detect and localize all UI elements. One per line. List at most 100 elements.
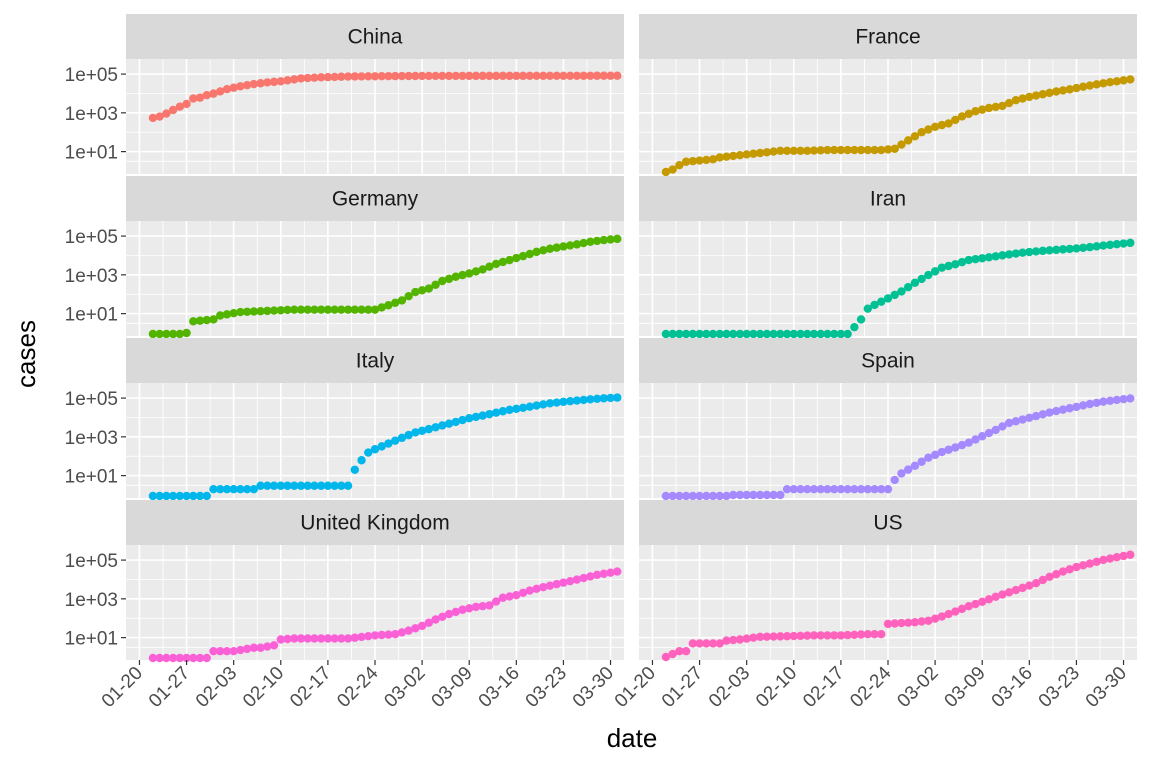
data-point bbox=[944, 261, 953, 271]
data-point bbox=[276, 77, 285, 86]
x-axis-title: date bbox=[607, 723, 658, 753]
data-point bbox=[316, 634, 326, 643]
data-point bbox=[850, 484, 859, 494]
facet-spain: Spain bbox=[639, 338, 1137, 501]
facet-france: France bbox=[639, 14, 1137, 177]
data-point bbox=[1085, 559, 1095, 568]
data-point bbox=[957, 440, 967, 450]
data-point bbox=[202, 491, 211, 501]
data-points bbox=[661, 75, 1135, 177]
data-point bbox=[236, 307, 245, 317]
y-tick-label: 1e+03 bbox=[65, 104, 118, 125]
x-tick-label: 01-20 bbox=[611, 663, 660, 712]
data-point bbox=[877, 297, 886, 306]
data-point bbox=[688, 639, 698, 648]
y-tick-label: 1e+03 bbox=[65, 590, 118, 611]
data-point bbox=[209, 315, 218, 324]
facet-strip-label: Italy bbox=[356, 350, 395, 373]
data-point bbox=[776, 490, 785, 500]
data-point bbox=[606, 235, 615, 244]
data-point bbox=[1018, 94, 1027, 103]
data-point bbox=[870, 300, 879, 310]
data-point bbox=[762, 632, 772, 641]
data-point bbox=[397, 433, 407, 443]
facet-iran: Iran bbox=[639, 176, 1137, 339]
data-point bbox=[613, 393, 622, 402]
data-point bbox=[290, 634, 299, 643]
data-point bbox=[505, 255, 514, 265]
data-point bbox=[964, 255, 973, 265]
data-point bbox=[256, 306, 265, 316]
data-point bbox=[586, 71, 595, 80]
data-point bbox=[890, 144, 899, 153]
data-point bbox=[742, 490, 751, 500]
data-point bbox=[222, 310, 232, 319]
data-point bbox=[337, 305, 346, 314]
data-point bbox=[809, 484, 819, 494]
x-tick-label: 02-17 bbox=[799, 663, 848, 712]
data-point bbox=[688, 329, 698, 339]
data-point bbox=[1025, 92, 1034, 102]
data-point bbox=[552, 243, 561, 252]
data-point bbox=[539, 71, 548, 81]
facet-strip-label: China bbox=[348, 26, 403, 49]
data-point bbox=[310, 634, 319, 643]
data-point bbox=[182, 328, 191, 338]
data-point bbox=[702, 491, 711, 501]
data-point bbox=[444, 71, 454, 81]
data-point bbox=[897, 618, 906, 628]
data-point bbox=[951, 607, 960, 616]
data-point bbox=[1119, 551, 1128, 561]
data-point bbox=[357, 632, 366, 642]
data-points bbox=[148, 71, 622, 123]
data-point bbox=[722, 491, 731, 501]
data-point bbox=[465, 413, 474, 423]
data-point bbox=[1052, 406, 1061, 416]
data-point bbox=[991, 592, 1000, 601]
data-point bbox=[256, 79, 265, 88]
data-point bbox=[202, 90, 211, 100]
data-point bbox=[735, 150, 745, 160]
data-point bbox=[937, 263, 947, 272]
data-point bbox=[397, 628, 407, 637]
data-point bbox=[870, 484, 879, 494]
data-point bbox=[424, 424, 434, 434]
data-point bbox=[337, 634, 346, 643]
facet-united-kingdom: United Kingdom 1e+01 1e+03 1e+05 bbox=[65, 500, 624, 663]
data-point bbox=[357, 456, 366, 465]
facet-strip-label: United Kingdom bbox=[300, 512, 449, 535]
facet-strip bbox=[639, 14, 1137, 59]
x-tick-label: 01-20 bbox=[98, 663, 147, 712]
data-point bbox=[836, 329, 846, 339]
facet-strip-label: Germany bbox=[332, 188, 419, 211]
data-point bbox=[343, 72, 353, 81]
data-point bbox=[910, 278, 920, 288]
data-point bbox=[924, 125, 933, 134]
data-point bbox=[330, 72, 339, 82]
data-point bbox=[350, 633, 360, 642]
data-point bbox=[559, 71, 568, 81]
data-point bbox=[883, 484, 893, 494]
data-point bbox=[789, 329, 798, 339]
data-point bbox=[836, 631, 846, 640]
data-point bbox=[162, 109, 171, 118]
data-point bbox=[606, 393, 615, 403]
data-point bbox=[863, 145, 873, 155]
data-point bbox=[505, 405, 514, 415]
data-point bbox=[168, 329, 178, 339]
data-point bbox=[944, 609, 953, 619]
data-point bbox=[444, 419, 454, 428]
data-point bbox=[1119, 239, 1128, 248]
data-point bbox=[749, 633, 758, 642]
data-point bbox=[599, 71, 609, 80]
data-point bbox=[863, 304, 873, 313]
data-point bbox=[316, 305, 326, 314]
x-tick-label: 03-30 bbox=[569, 663, 618, 712]
data-point bbox=[1052, 245, 1061, 255]
data-point bbox=[688, 156, 698, 166]
x-tick-label: 03-16 bbox=[988, 663, 1037, 712]
data-point bbox=[175, 491, 185, 501]
data-point bbox=[1085, 81, 1095, 90]
data-point bbox=[525, 586, 534, 595]
